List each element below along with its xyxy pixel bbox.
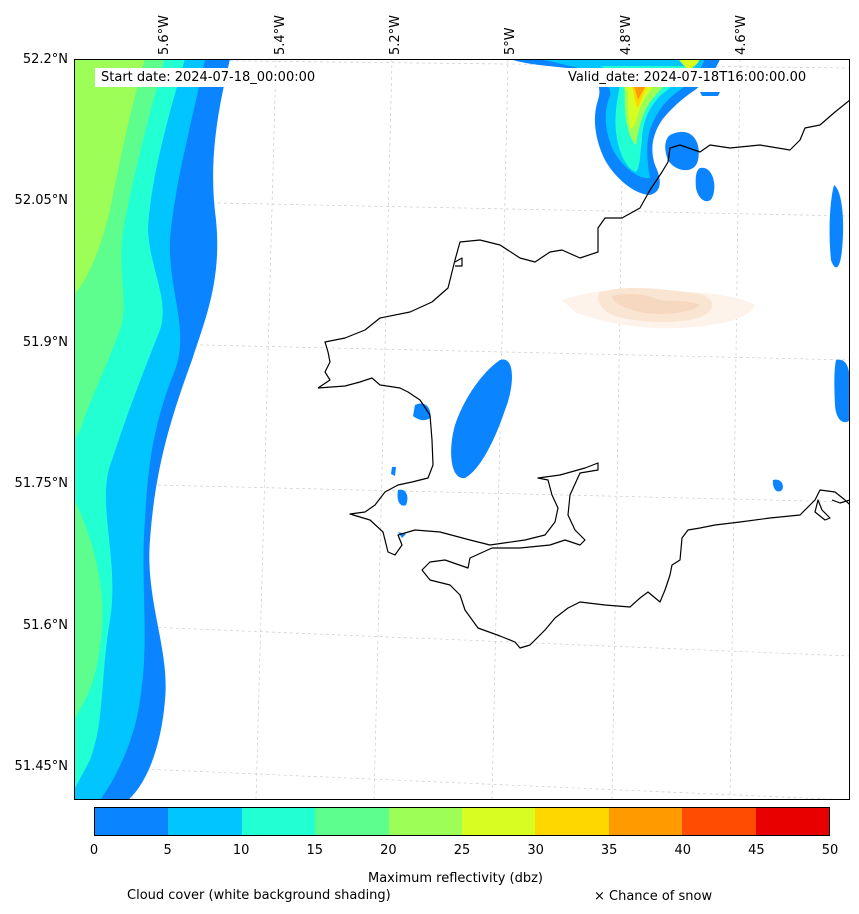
cloud-cover-legend: Cloud cover (white background shading) <box>127 888 391 903</box>
lat-label: 51.6°N <box>22 618 68 633</box>
colorbar-tick-label: 35 <box>600 843 618 858</box>
reflectivity-north-cell <box>510 59 720 195</box>
lat-label: 52.05°N <box>14 193 68 208</box>
colorbar-segment <box>682 808 756 835</box>
reflectivity-west <box>74 59 230 800</box>
lat-label: 51.9°N <box>22 335 68 350</box>
reflectivity-cells <box>391 131 850 538</box>
colorbar-segment <box>315 808 389 835</box>
colorbar-tick-label: 40 <box>674 843 692 858</box>
colorbar-segment <box>388 808 463 835</box>
colorbar-tick-label: 5 <box>163 843 172 858</box>
colorbar-tick-label: 10 <box>232 843 250 858</box>
colorbar-segment <box>535 808 609 835</box>
valid-date-label: Valid_date: 2024-07-18T16:00:00.00 <box>562 68 813 87</box>
colorbar-tick-label: 20 <box>380 843 397 858</box>
cloud-shading <box>562 287 755 329</box>
snow-legend: × Chance of snow <box>594 889 713 904</box>
colorbar-segment <box>241 808 316 835</box>
start-date-label: Start date: 2024-07-18_00:00:00 <box>95 68 322 87</box>
map-frame <box>74 59 850 800</box>
lat-label: 51.75°N <box>14 476 68 491</box>
colorbar <box>94 807 830 836</box>
band-20-25 <box>74 59 145 295</box>
colorbar-label: Maximum reflectivity (dbz) <box>368 871 543 886</box>
colorbar-tick-label: 15 <box>306 843 324 858</box>
lat-label: 52.2°N <box>22 52 68 67</box>
colorbar-tick-label: 50 <box>821 843 839 858</box>
colorbar-tick-label: 0 <box>89 843 99 858</box>
band-15-20-south <box>74 500 103 720</box>
colorbar-tick-label: 45 <box>748 843 765 858</box>
colorbar-tick-label: 30 <box>527 843 544 858</box>
colorbar-segment <box>608 808 683 835</box>
colorbar-segment <box>462 808 536 835</box>
lat-label: 51.45°N <box>14 759 68 774</box>
coastline <box>317 99 850 649</box>
colorbar-segment <box>755 808 830 835</box>
colorbar-ticks: 0 5 10 15 20 25 30 35 40 45 50 <box>90 843 838 861</box>
colorbar-segment <box>168 808 242 835</box>
colorbar-tick-label: 25 <box>453 843 471 858</box>
colorbar-segment <box>95 808 169 835</box>
